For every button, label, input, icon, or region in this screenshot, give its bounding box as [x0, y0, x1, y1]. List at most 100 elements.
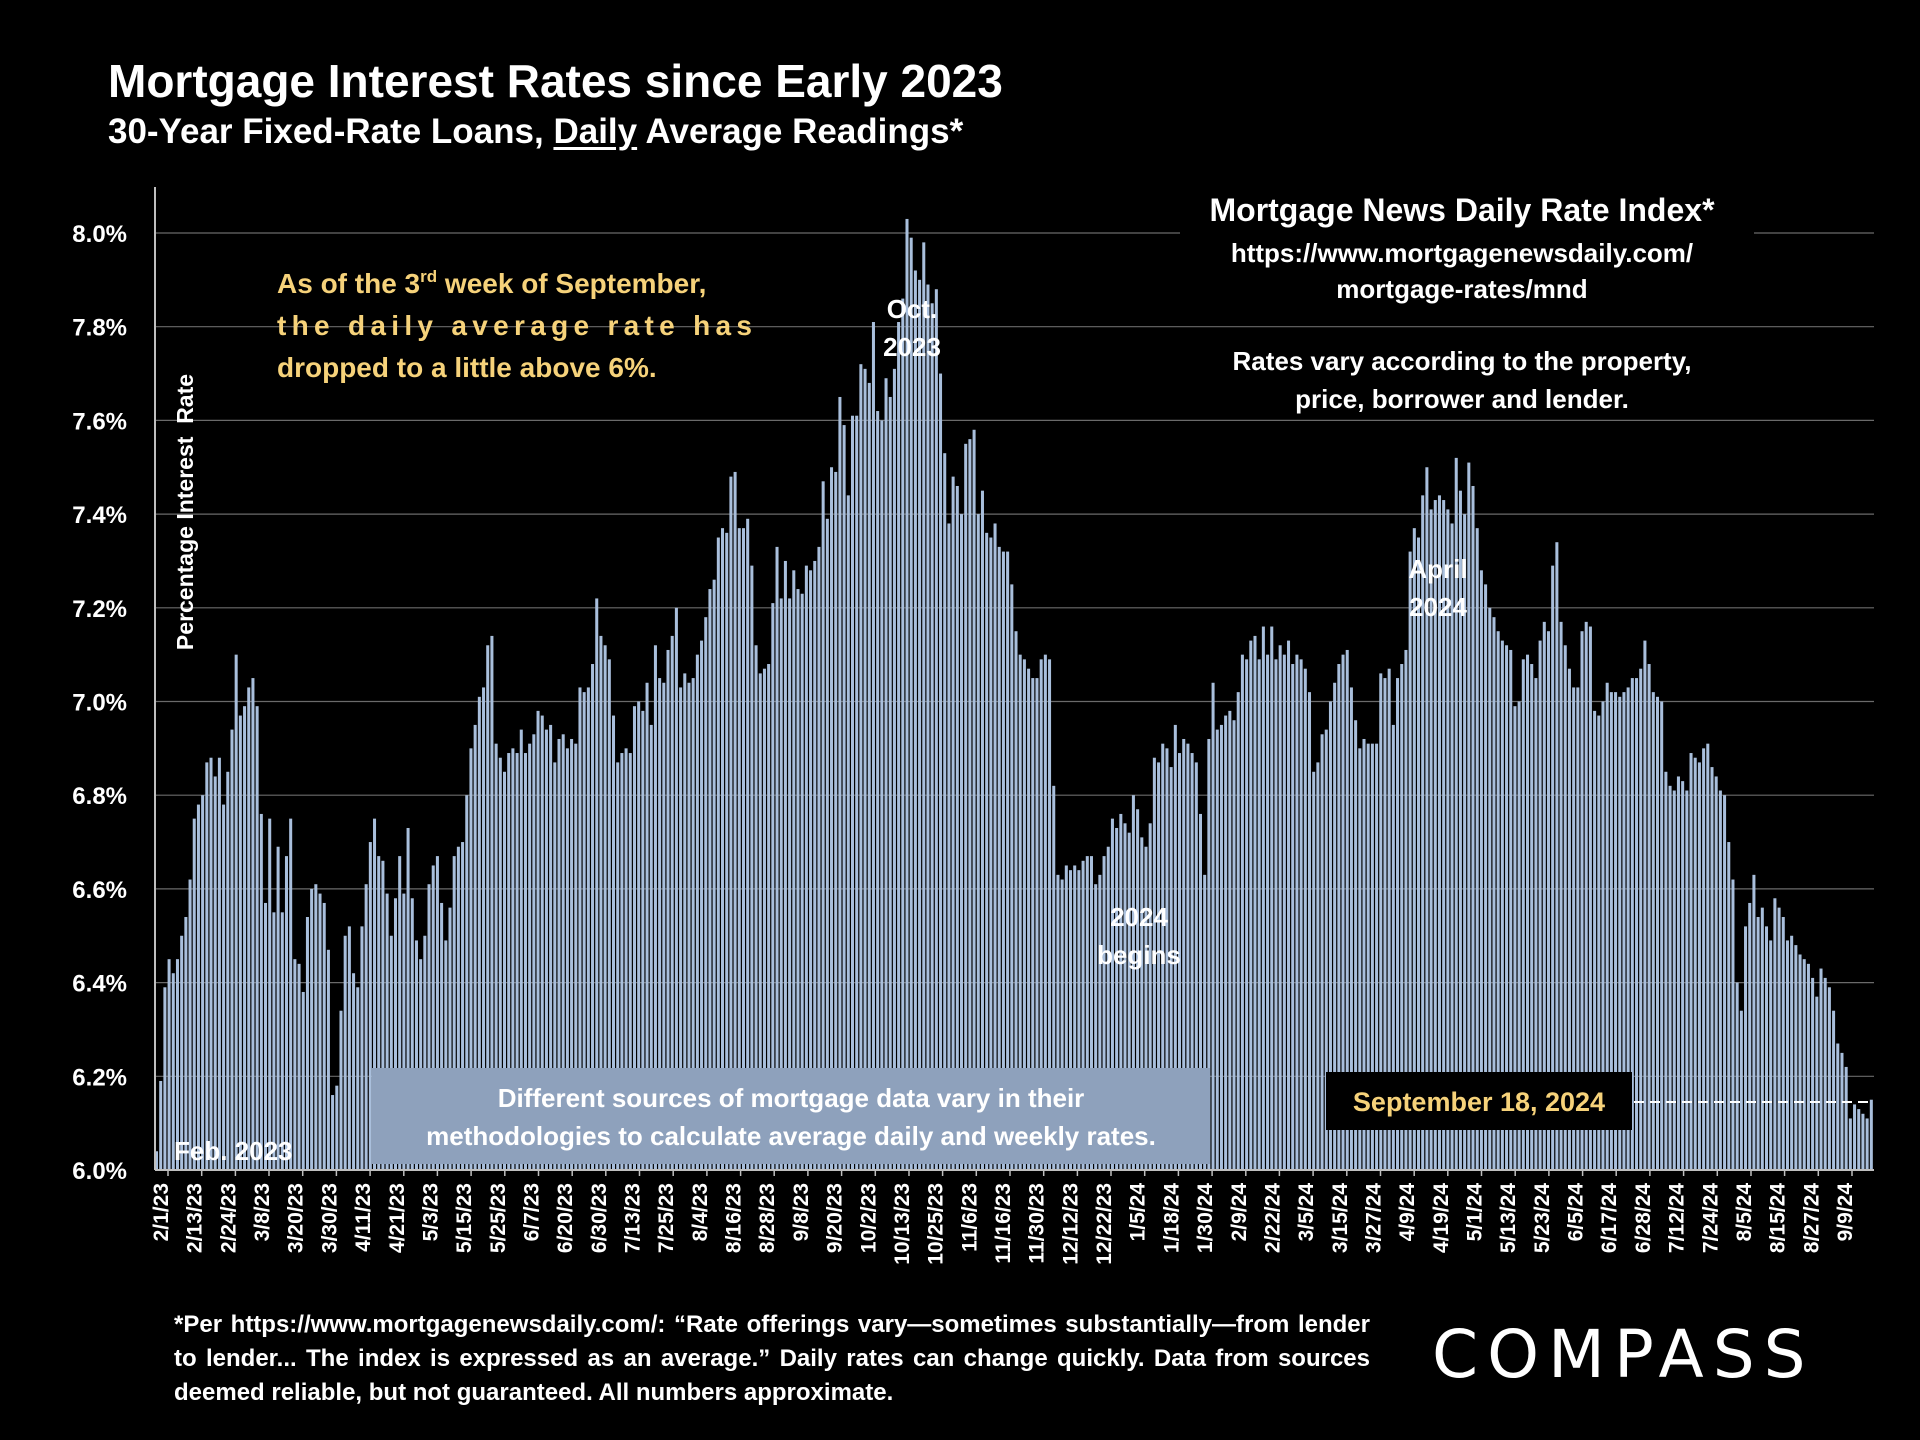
rate-bar	[1668, 785, 1672, 1170]
rate-bar	[444, 940, 448, 1170]
rate-bar	[473, 724, 477, 1170]
rate-bar	[465, 795, 469, 1170]
rate-bar	[1735, 982, 1739, 1170]
rate-bar	[1488, 607, 1492, 1170]
rate-bar	[1014, 631, 1018, 1170]
rate-bar	[1635, 678, 1639, 1170]
rate-bar	[1060, 879, 1064, 1170]
methodology-note-line-1: Different sources of mortgage data vary …	[498, 1083, 1085, 1113]
rate-bar	[318, 893, 322, 1170]
rate-bar	[1442, 500, 1446, 1170]
rate-bar	[1421, 495, 1425, 1170]
rate-bar	[364, 884, 368, 1170]
x-tick-label: 5/13/24	[1497, 1183, 1520, 1253]
rate-bar	[230, 729, 234, 1170]
x-tick-label: 1/30/24	[1194, 1183, 1217, 1253]
rate-bar	[838, 396, 842, 1171]
x-tick-label: 6/5/24	[1565, 1183, 1588, 1242]
rate-bar	[1785, 940, 1789, 1170]
x-tick-label: 7/24/24	[1699, 1183, 1722, 1253]
rate-bar	[360, 926, 364, 1170]
rate-bar	[662, 682, 666, 1170]
y-tick-label: 6.0%	[72, 1158, 127, 1185]
subtitle-part-2: Average Readings*	[637, 112, 964, 151]
rate-bar	[1718, 790, 1722, 1170]
rate-bar	[440, 902, 444, 1170]
rate-bar	[1270, 626, 1274, 1170]
rate-bar	[649, 724, 653, 1170]
rate-bar	[1052, 785, 1056, 1170]
rate-bar	[972, 429, 976, 1170]
rate-bar	[1022, 659, 1026, 1170]
rate-bar	[1287, 640, 1291, 1170]
x-tick-label: 5/3/23	[419, 1183, 442, 1241]
rate-bar	[1031, 678, 1035, 1170]
rate-bar	[167, 959, 171, 1170]
x-tick-label: 3/20/23	[285, 1183, 308, 1253]
rate-bar	[591, 664, 595, 1170]
rate-bar	[247, 687, 251, 1170]
rate-bar	[272, 912, 276, 1170]
callout-line-3: dropped to a little above 6%.	[277, 352, 657, 383]
rate-bar	[1509, 649, 1513, 1170]
rate-bar	[1123, 823, 1127, 1170]
rate-bar	[1198, 813, 1202, 1170]
feb-2023-label: Feb. 2023	[174, 1136, 293, 1166]
rate-bar	[1383, 678, 1387, 1170]
rate-bar	[1186, 743, 1190, 1170]
rate-bar	[1048, 659, 1052, 1170]
rate-bar	[1702, 748, 1706, 1170]
index-url-line-2: mortgage-rates/mnd	[1336, 274, 1587, 304]
rate-bar	[1081, 860, 1085, 1170]
rate-bar	[1605, 682, 1609, 1170]
rate-bar	[980, 490, 984, 1170]
rate-bar	[1567, 668, 1571, 1170]
rate-bar	[343, 935, 347, 1170]
x-tick-label: 3/5/24	[1295, 1183, 1318, 1242]
rate-bar	[741, 528, 745, 1170]
rate-bar	[209, 757, 213, 1170]
rate-bar	[347, 926, 351, 1170]
rate-bar	[1672, 790, 1676, 1170]
rate-bar	[1136, 809, 1140, 1170]
rate-bar	[1626, 687, 1630, 1170]
y-tick-label: 6.4%	[72, 971, 127, 998]
rate-bar	[1832, 1010, 1836, 1170]
rate-bar	[461, 842, 465, 1170]
rate-bar	[1291, 664, 1295, 1170]
rate-bar	[280, 912, 284, 1170]
rate-bar	[1056, 874, 1060, 1170]
rate-bar	[796, 589, 800, 1170]
rate-bar	[758, 673, 762, 1170]
rate-bar	[628, 753, 632, 1170]
x-tick-label: 11/16/23	[992, 1183, 1015, 1264]
rate-bar	[544, 729, 548, 1170]
rate-bar	[1069, 870, 1073, 1170]
rate-bar	[1190, 753, 1194, 1170]
rate-bar	[1429, 509, 1433, 1170]
rate-bar	[1257, 659, 1261, 1170]
x-tick-label: 8/27/24	[1800, 1183, 1823, 1253]
rate-bar	[641, 710, 645, 1170]
rate-bar	[1110, 818, 1114, 1171]
rate-bar	[515, 753, 519, 1170]
x-tick-label: 6/28/24	[1632, 1183, 1655, 1253]
rate-bar	[1467, 462, 1471, 1170]
september-18-label-box	[1326, 1072, 1632, 1130]
rate-bar	[1513, 706, 1517, 1170]
x-tick-label: 9/8/23	[790, 1183, 813, 1241]
rate-bar	[939, 373, 943, 1170]
rate-bar	[1752, 874, 1756, 1170]
rate-bar	[301, 991, 305, 1170]
rate-bar	[934, 289, 938, 1171]
rate-bar	[821, 481, 825, 1170]
rates-vary-background	[1200, 342, 1740, 418]
rate-bar	[192, 818, 196, 1171]
rate-bar	[1089, 856, 1093, 1170]
rate-bar	[1802, 959, 1806, 1170]
rate-bar	[1593, 710, 1597, 1170]
rate-bar	[532, 734, 536, 1170]
rate-bar	[519, 729, 523, 1170]
rate-bar	[486, 645, 490, 1170]
rate-bar	[1551, 565, 1555, 1170]
